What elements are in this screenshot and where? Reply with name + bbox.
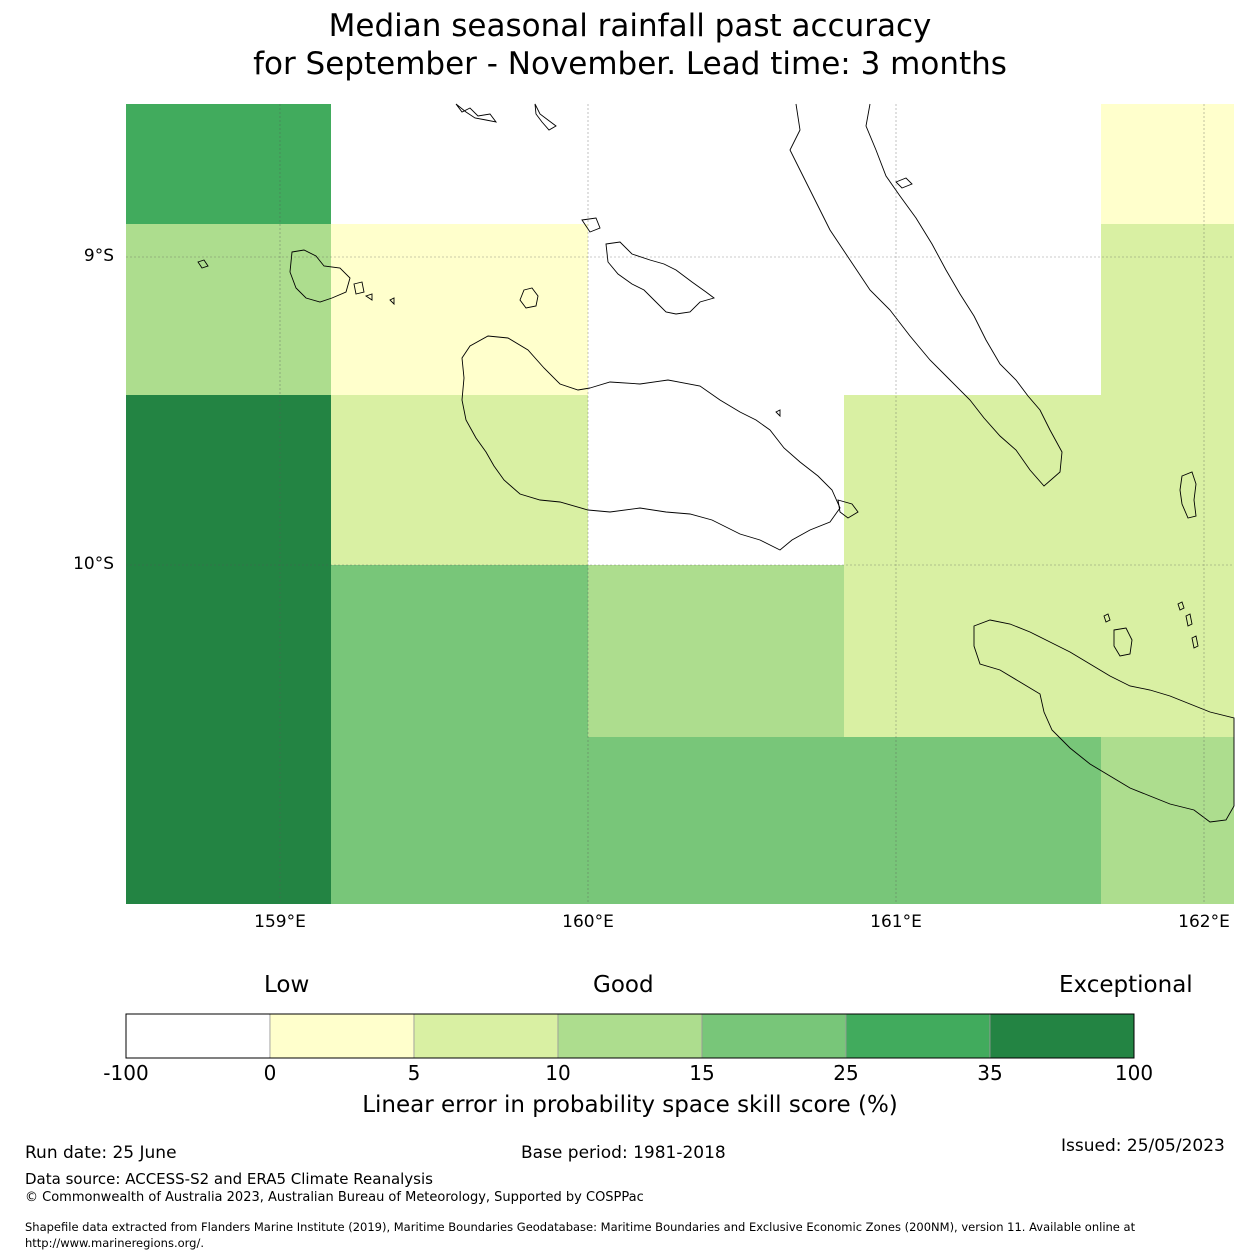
coastline-makira bbox=[973, 619, 1235, 823]
colorbar-segment bbox=[701, 1013, 847, 1059]
colorbar-segment bbox=[269, 1013, 415, 1059]
colorbar-segment bbox=[989, 1013, 1135, 1059]
colorbar-outline bbox=[125, 1013, 1135, 1059]
coastline-savo bbox=[519, 287, 539, 309]
grid-cell bbox=[331, 737, 588, 904]
coastline-guadalcanal bbox=[461, 335, 841, 551]
grid-cell bbox=[331, 395, 588, 565]
grid-cell bbox=[331, 565, 588, 737]
grid-cell bbox=[588, 104, 844, 224]
copyright: © Commonwealth of Australia 2023, Austra… bbox=[25, 1190, 644, 1205]
grid-cell bbox=[126, 737, 331, 904]
coastlines bbox=[197, 103, 1235, 823]
grid-cell bbox=[588, 737, 844, 904]
coastline-islet-east bbox=[775, 409, 781, 418]
grid-cell bbox=[1101, 565, 1234, 737]
grid-cell bbox=[1101, 737, 1234, 904]
colorbar-tick-label: 100 bbox=[1114, 1061, 1154, 1085]
colorbar-label: Linear error in probability space skill … bbox=[362, 1092, 898, 1118]
graticule bbox=[126, 104, 1234, 904]
colorbar-segment bbox=[125, 1013, 271, 1059]
lat-label-10s: 10°S bbox=[73, 554, 114, 574]
chart-title-line2: for September - November. Lead time: 3 m… bbox=[253, 46, 1007, 82]
base-period: Base period: 1981-2018 bbox=[521, 1143, 726, 1163]
coastline-islet-se2 bbox=[1113, 627, 1133, 657]
coastline-malaita bbox=[789, 103, 1063, 487]
colorbar-tick-label: 0 bbox=[263, 1061, 277, 1085]
grid-cell bbox=[844, 395, 1101, 565]
grid-cell bbox=[1101, 104, 1234, 224]
grid-cell bbox=[126, 565, 331, 737]
colorbar-segment bbox=[413, 1013, 559, 1059]
issued-date: Issued: 25/05/2023 bbox=[1061, 1136, 1225, 1156]
lon-label-161e: 161°E bbox=[870, 912, 922, 932]
coastline-ulawa bbox=[1179, 471, 1197, 519]
colorbar-tick-label: 5 bbox=[407, 1061, 421, 1085]
coastline-islet-west bbox=[197, 259, 209, 269]
coastline-small-island bbox=[534, 103, 557, 131]
grid-cell bbox=[844, 565, 1101, 737]
chart-title-line1: Median seasonal rainfall past accuracy bbox=[328, 8, 932, 44]
grid-cell bbox=[126, 224, 331, 395]
coastline-islet-malaita bbox=[895, 177, 913, 189]
colorbar-tick-label: 35 bbox=[977, 1061, 1003, 1085]
grid-cell bbox=[844, 104, 1101, 224]
shapefile-credit-line1: Shapefile data extracted from Flanders M… bbox=[25, 1220, 1136, 1234]
colorbar-segments bbox=[125, 1013, 1135, 1059]
category-low: Low bbox=[264, 972, 310, 998]
lon-label-159e: 159°E bbox=[254, 912, 306, 932]
grid-cell bbox=[126, 395, 331, 565]
data-source: Data source: ACCESS-S2 and ERA5 Climate … bbox=[25, 1170, 433, 1188]
lat-label-9s: 9°S bbox=[83, 246, 114, 266]
coastline-islet-se1 bbox=[1103, 601, 1199, 649]
grid-cell bbox=[331, 224, 588, 395]
coastline-islet-west2 bbox=[353, 281, 395, 306]
colorbar-tick-label: 15 bbox=[689, 1061, 715, 1085]
lon-label-160e: 160°E bbox=[562, 912, 614, 932]
grid-cell bbox=[588, 224, 844, 395]
grid-cell bbox=[1101, 224, 1234, 395]
grid-cell bbox=[126, 104, 331, 224]
run-date: Run date: 25 June bbox=[25, 1143, 177, 1163]
colorbar-tick-label: -100 bbox=[103, 1061, 149, 1085]
grid-cell bbox=[1101, 395, 1234, 565]
coastline-russell-islands bbox=[289, 249, 351, 303]
coastline-north-islands bbox=[455, 103, 498, 123]
shapefile-credit-line2: http://www.marineregions.org/. bbox=[25, 1236, 204, 1250]
map-panel bbox=[126, 103, 1235, 904]
colorbar-tick-label: 10 bbox=[545, 1061, 571, 1085]
colorbar-tick-label: 25 bbox=[833, 1061, 859, 1085]
skill-grid bbox=[126, 104, 1234, 904]
lon-label-162e: 162°E bbox=[1178, 912, 1230, 932]
grid-cell bbox=[588, 395, 844, 565]
grid-cell bbox=[844, 224, 1101, 395]
coastline-florida-islands bbox=[581, 217, 715, 315]
colorbar-segment bbox=[845, 1013, 991, 1059]
grid-cell bbox=[588, 565, 844, 737]
colorbar-segment bbox=[557, 1013, 703, 1059]
coastline-islet bbox=[837, 499, 859, 519]
category-good: Good bbox=[593, 972, 654, 998]
grid-cell bbox=[331, 104, 588, 224]
grid-cell bbox=[844, 737, 1101, 904]
category-exceptional: Exceptional bbox=[1059, 972, 1193, 998]
